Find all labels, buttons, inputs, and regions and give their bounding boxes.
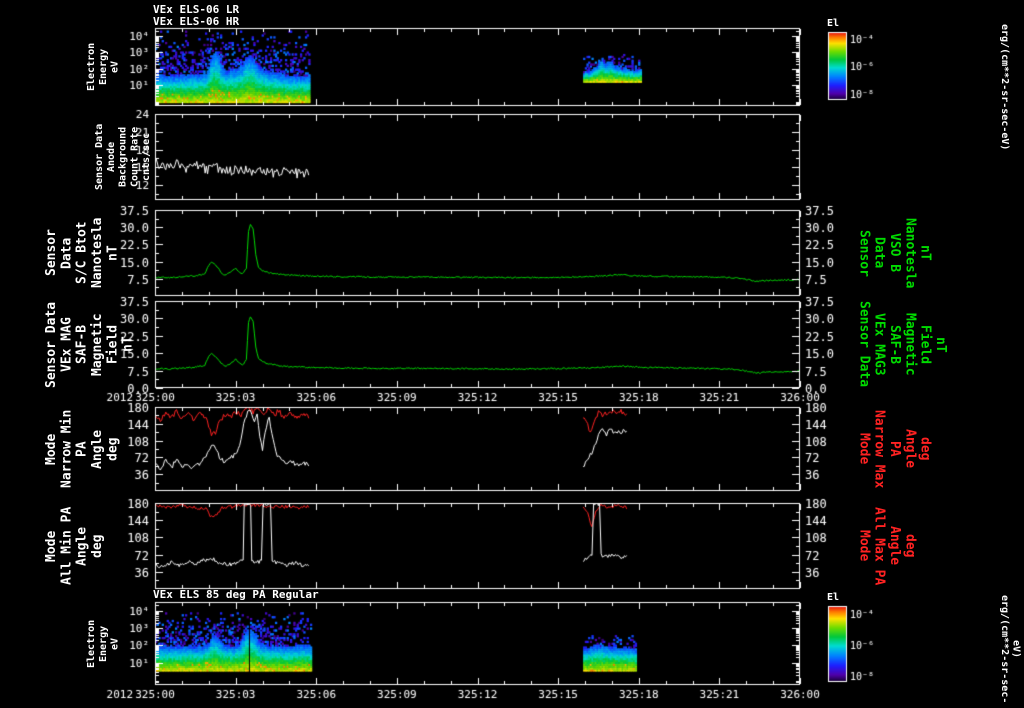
panel1-ylabel: Electron Energy eV	[86, 42, 121, 92]
colorbar1-units: erg/(cm**2-sr-sec-eV)	[998, 23, 1010, 151]
panel7-ylabel: Electron Energy eV	[86, 619, 121, 668]
panel2-ylabel: Sensor Data Anode Background Count Rate …	[94, 123, 153, 191]
panel4-ylabel: Sensor Data VEx MAG SAF-B Magnetic Field…	[44, 301, 136, 388]
panel3-ylabel-right: Sensor Data VSO B Nanotesla nT	[856, 217, 933, 289]
colorbar1-title: El	[827, 18, 840, 29]
panel5-ylabel: Mode Narrow Min PA Angle deg	[44, 409, 121, 489]
colorbar2-title: El	[827, 592, 840, 603]
panel6-ylabel-right: Mode All Max PA Angle deg	[856, 506, 918, 586]
panel7-title: VEx ELS 85 deg PA Regular	[153, 588, 319, 601]
panel1-title-line2: VEx ELS-06 HR	[153, 15, 240, 28]
panel1-title-line1: VEx ELS-06 LR	[153, 3, 240, 16]
panel6-ylabel: Mode All Min PA Angle deg	[44, 506, 105, 586]
colorbar2-units: erg/(cm**2-sr-sec-eV)	[998, 594, 1022, 704]
panel5-ylabel-right: Mode Narrow Max PA Angle deg	[856, 409, 933, 489]
panel4-ylabel-right: Sensor Data VEx MAG3 SAF-B Magnetic Fiel…	[856, 301, 948, 388]
panel3-ylabel: Sensor Data S/C Btot Nanotesla nT	[44, 217, 121, 289]
